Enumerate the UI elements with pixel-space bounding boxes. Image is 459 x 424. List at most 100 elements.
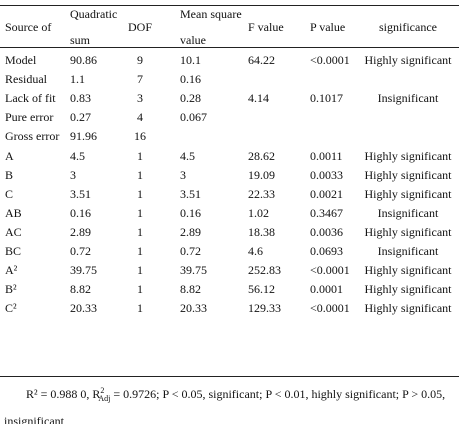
- footnote-rest: = 0.9726; P < 0.05, significant; P < 0.0…: [4, 387, 446, 424]
- r2-sup: 2: [100, 386, 105, 395]
- cell: 0.16: [180, 72, 201, 87]
- header-cell: Source of: [5, 20, 52, 34]
- cell: 1: [137, 244, 143, 258]
- row-label: AB: [5, 205, 22, 220]
- r2-sub: Adj: [98, 394, 111, 404]
- cell: 0.3467: [310, 205, 343, 220]
- cell: 129.33: [248, 301, 281, 316]
- bottom-rule: [0, 376, 459, 377]
- cell: Highly significant: [364, 148, 452, 163]
- row-label: Residual: [5, 72, 47, 87]
- cell: 39.75: [180, 263, 207, 278]
- cell: 0.83: [70, 91, 91, 106]
- cell: 0.0021: [310, 186, 343, 201]
- cell: 1.1: [70, 72, 85, 87]
- cell: Highly significant: [364, 186, 452, 201]
- cell: 3: [180, 167, 186, 182]
- cell: 28.62: [248, 148, 275, 163]
- cell: 19.09: [248, 167, 275, 182]
- cell: Insignificant: [377, 244, 439, 258]
- cell: 0.16: [70, 205, 91, 220]
- cell: 0.0001: [310, 282, 343, 297]
- cell: 0.1017: [310, 91, 343, 106]
- row-label: Model: [5, 53, 37, 67]
- cell: 2.89: [180, 224, 201, 239]
- r2: R² = 0.988 0, R: [26, 387, 101, 401]
- cell: 0.72: [70, 244, 91, 258]
- cell: 0.27: [70, 110, 91, 125]
- cell: 4.14: [248, 91, 269, 106]
- row-label: B: [5, 167, 14, 182]
- cell: Highly significant: [364, 53, 452, 67]
- cell: 1: [137, 205, 143, 220]
- cell: 1: [137, 282, 143, 297]
- cell: 22.33: [248, 186, 275, 201]
- header-cell: sum: [70, 33, 91, 47]
- row-label: C²: [5, 301, 17, 316]
- cell: <0.0001: [310, 53, 350, 67]
- cell: 3.51: [180, 186, 201, 201]
- cell: 4: [137, 110, 143, 125]
- cell: <0.0001: [310, 301, 350, 316]
- cell: 1.02: [248, 205, 269, 220]
- top-rule: [0, 5, 459, 6]
- cell: 3.51: [70, 186, 91, 201]
- cell: 1: [137, 263, 143, 278]
- cell: 1: [137, 186, 143, 201]
- cell: 1: [137, 224, 143, 239]
- cell: 7: [137, 72, 143, 87]
- cell: 0.0693: [310, 244, 343, 258]
- row-label: Gross error: [5, 129, 60, 144]
- header-cell: value: [180, 33, 206, 47]
- cell: 10.1: [180, 53, 201, 67]
- cell: 20.33: [70, 301, 97, 316]
- cell: 3: [137, 91, 143, 106]
- row-label: B²: [5, 282, 17, 297]
- cell: Highly significant: [364, 301, 452, 316]
- cell: 18.38: [248, 224, 275, 239]
- footnote: R² = 0.988 0, R2Adj = 0.9726; P < 0.05, …: [4, 380, 454, 424]
- cell: 0.067: [180, 110, 207, 125]
- cell: <0.0001: [310, 263, 350, 278]
- cell: 1: [137, 301, 143, 316]
- cell: 64.22: [248, 53, 275, 67]
- cell: 56.12: [248, 282, 275, 297]
- cell: 4.5: [180, 148, 195, 163]
- header-rule: [0, 47, 459, 48]
- cell: 0.0033: [310, 167, 343, 182]
- cell: 1: [137, 148, 143, 163]
- cell: 0.0036: [310, 224, 343, 239]
- cell: 4.5: [70, 148, 85, 163]
- cell: Highly significant: [364, 167, 452, 182]
- header-cell: Quadratic: [70, 7, 118, 21]
- cell: 0.16: [180, 205, 201, 220]
- cell: 9: [137, 53, 143, 67]
- cell: 0.0011: [310, 148, 343, 163]
- cell: 4.6: [248, 244, 263, 258]
- cell: 0.28: [180, 91, 201, 106]
- cell: 91.96: [70, 129, 97, 144]
- header-cell: DOF: [127, 20, 153, 34]
- row-label: BC: [5, 244, 22, 258]
- cell: 0.72: [180, 244, 201, 258]
- cell: 3: [70, 167, 76, 182]
- cell: Highly significant: [364, 224, 452, 239]
- row-label: C: [5, 186, 14, 201]
- row-label: AC: [5, 224, 22, 239]
- row-label: Lack of fit: [5, 91, 56, 106]
- cell: 39.75: [70, 263, 97, 278]
- cell: 16: [134, 129, 146, 144]
- cell: 1: [137, 167, 143, 182]
- header-cell: F value: [248, 20, 284, 34]
- cell: 20.33: [180, 301, 207, 316]
- cell: 252.83: [248, 263, 281, 278]
- header-cell: P value: [310, 20, 346, 34]
- header-cell: significance: [379, 20, 437, 34]
- row-label: A²: [5, 263, 18, 278]
- row-label: A: [5, 148, 14, 163]
- cell: 8.82: [70, 282, 91, 297]
- cell: Insignificant: [377, 91, 439, 106]
- header-cell: Mean square: [180, 7, 242, 21]
- cell: 8.82: [180, 282, 201, 297]
